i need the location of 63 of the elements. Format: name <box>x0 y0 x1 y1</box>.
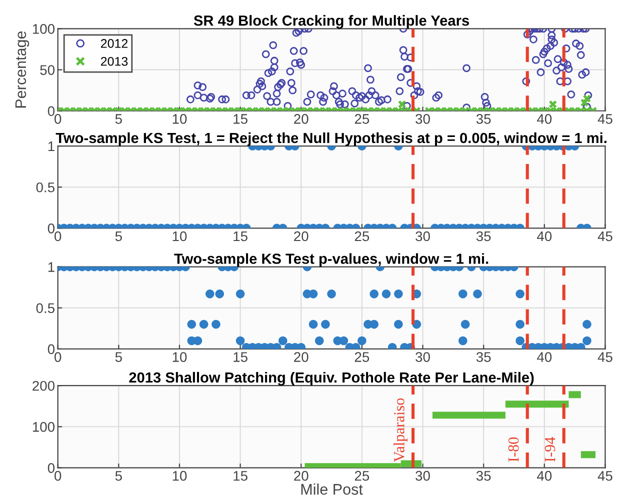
x-tick-label: 25 <box>354 470 370 481</box>
x-tick-label: 45 <box>598 114 612 124</box>
y-tick-label: 100 <box>32 422 55 432</box>
x-tick-label: 10 <box>172 114 187 124</box>
x-axis-title: Mile Post <box>301 484 363 495</box>
y-tick-label: 0 <box>48 463 55 473</box>
y-tick-label: 0 <box>48 106 55 116</box>
y-tick-label: 1 <box>48 262 54 272</box>
x-tick-label: 40 <box>536 231 552 242</box>
x-tick-label: 30 <box>416 352 430 362</box>
y-tick-label: 0 <box>48 344 55 354</box>
x-tick-label: 15 <box>234 114 248 124</box>
y-tick-label: 0.5 <box>36 182 54 192</box>
y-tick-label: 0 <box>48 224 55 234</box>
x-tick-label: 40 <box>536 470 552 481</box>
x-tick-label: 25 <box>354 352 370 362</box>
x-tick-label: 30 <box>416 470 430 481</box>
x-tick-label: 5 <box>115 352 122 362</box>
ref-line-label: Valparaiso <box>394 398 408 462</box>
x-tick-label: 5 <box>115 471 122 481</box>
y-axis-title: Percentage <box>15 31 30 108</box>
y-tick-label: 50 <box>40 65 55 75</box>
x-tick-label: 45 <box>598 352 612 362</box>
x-tick-label: 5 <box>115 114 122 124</box>
x-tick-label: 15 <box>234 352 248 362</box>
legend-label: 2013 <box>100 56 128 66</box>
x-tick-label: 35 <box>476 470 491 481</box>
x-tick-label: 25 <box>354 231 370 242</box>
x-tick-label: 40 <box>536 114 552 124</box>
x-tick-label: 30 <box>416 231 430 242</box>
x-tick-label: 10 <box>172 231 187 242</box>
x-tick-label: 35 <box>476 352 491 362</box>
y-tick-label: 1 <box>48 142 54 152</box>
x-tick-label: 45 <box>598 231 612 242</box>
legend-label: 2012 <box>100 39 128 48</box>
x-tick-label: 40 <box>536 352 552 362</box>
x-tick-label: 5 <box>115 231 122 242</box>
x-tick-label: 25 <box>354 114 370 124</box>
x-tick-label: 0 <box>54 114 62 124</box>
x-tick-label: 15 <box>234 471 248 481</box>
x-tick-label: 0 <box>54 470 62 481</box>
y-tick-label: 100 <box>32 24 55 34</box>
ref-line-label: I-80 <box>508 437 519 462</box>
x-tick-label: 10 <box>172 352 187 362</box>
chart-title: 2013 Shallow Patching (Equiv. Pothole Rate Per Lane-Mile) <box>129 372 534 386</box>
y-tick-label: 0.5 <box>36 303 54 314</box>
x-tick-label: 10 <box>172 470 187 481</box>
x-tick-label: 35 <box>476 231 491 242</box>
x-tick-label: 30 <box>416 114 430 124</box>
x-tick-label: 0 <box>54 352 62 362</box>
x-tick-label: 45 <box>598 471 612 481</box>
chart-title: Two-sample KS Test, 1 = Reject the Null Hypothesis at p = 0.005, window = 1 mi. <box>56 132 606 146</box>
chart-title: Two-sample KS Test p-values, window = 1 mi. <box>174 253 488 267</box>
x-tick-label: 35 <box>476 114 491 124</box>
x-tick-label: 20 <box>294 470 308 481</box>
x-tick-label: 20 <box>294 231 308 242</box>
x-tick-label: 20 <box>294 114 308 124</box>
x-tick-label: 20 <box>294 352 308 362</box>
x-tick-label: 15 <box>234 231 248 242</box>
ref-line-label: I-94 <box>544 437 556 462</box>
chart-title: SR 49 Block Cracking for Multiple Years <box>194 15 469 29</box>
x-tick-label: 0 <box>54 231 62 242</box>
y-tick-label: 200 <box>32 380 55 391</box>
